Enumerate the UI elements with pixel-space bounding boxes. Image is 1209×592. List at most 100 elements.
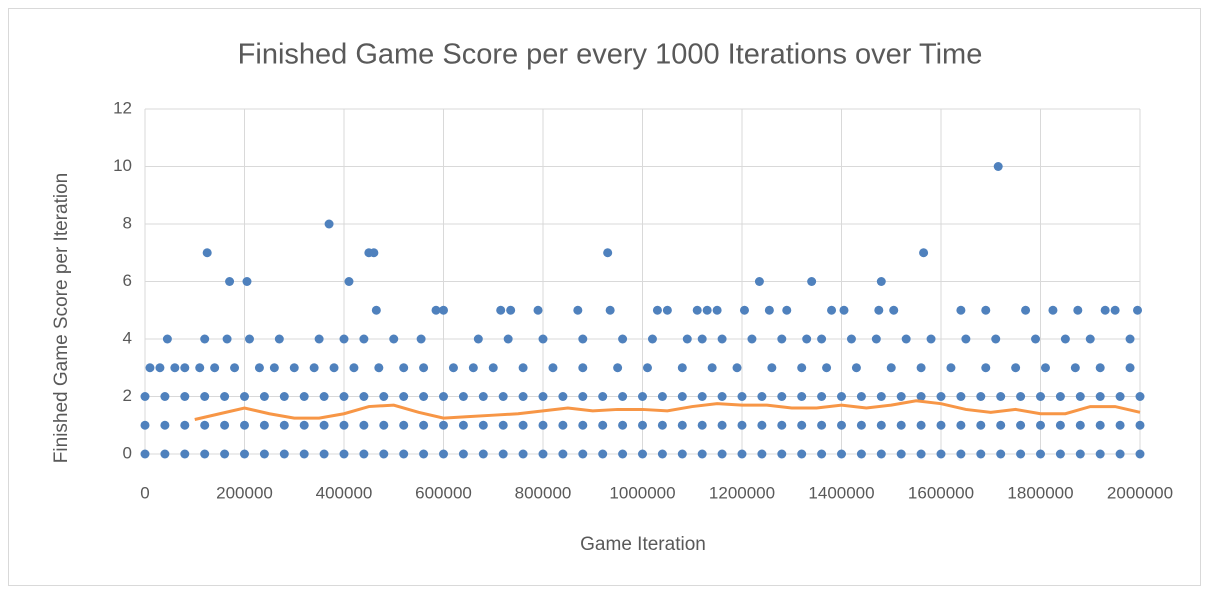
- point: [478, 392, 488, 401]
- point: [732, 363, 742, 373]
- point: [200, 420, 210, 430]
- point: [244, 334, 254, 344]
- point: [558, 449, 568, 459]
- point: [916, 363, 926, 373]
- point: [901, 334, 911, 344]
- point: [886, 363, 896, 373]
- point: [419, 420, 429, 430]
- point: [1075, 449, 1085, 459]
- point: [259, 449, 269, 459]
- point: [279, 420, 289, 430]
- point: [180, 449, 190, 459]
- chart-title: Finished Game Score per every 1000 Itera…: [238, 39, 983, 71]
- point: [777, 392, 787, 401]
- point: [657, 392, 667, 401]
- point: [439, 420, 448, 430]
- point: [1125, 334, 1135, 344]
- x-tick-label: 800000: [515, 483, 572, 502]
- point: [369, 248, 379, 258]
- point: [299, 420, 309, 430]
- point: [946, 363, 956, 373]
- point: [518, 363, 528, 373]
- point: [1115, 420, 1125, 430]
- y-axis-label: Finished Game Score per Iteration: [51, 173, 72, 463]
- point: [993, 162, 1003, 171]
- point: [289, 363, 299, 373]
- point: [329, 363, 339, 373]
- point: [1055, 420, 1065, 430]
- point: [399, 363, 409, 373]
- point: [279, 392, 289, 401]
- point: [339, 334, 349, 344]
- point: [652, 305, 662, 315]
- point: [717, 334, 727, 344]
- point: [399, 449, 409, 459]
- point: [1016, 449, 1026, 459]
- point: [767, 363, 777, 373]
- point: [856, 420, 866, 430]
- point: [160, 392, 170, 401]
- point: [956, 449, 966, 459]
- y-tick-label: 12: [113, 98, 132, 117]
- point: [737, 449, 747, 459]
- point: [518, 420, 528, 430]
- point: [399, 392, 409, 401]
- point: [324, 219, 334, 229]
- point: [846, 334, 856, 344]
- point: [712, 305, 722, 315]
- point: [677, 392, 687, 401]
- x-tick-label: 200000: [216, 483, 273, 502]
- point: [578, 449, 588, 459]
- point: [662, 305, 672, 315]
- point: [319, 392, 329, 401]
- point: [618, 334, 628, 344]
- x-tick-label: 0: [140, 483, 149, 502]
- point: [478, 420, 488, 430]
- point: [871, 334, 881, 344]
- point: [717, 420, 727, 430]
- point: [538, 334, 548, 344]
- point: [1048, 305, 1058, 315]
- point: [837, 392, 846, 401]
- x-tick-label: 1400000: [808, 483, 874, 502]
- point: [498, 449, 508, 459]
- point: [399, 420, 409, 430]
- point: [817, 392, 827, 401]
- point: [638, 392, 647, 401]
- point: [896, 392, 906, 401]
- point: [807, 277, 817, 286]
- point: [1011, 363, 1021, 373]
- y-tick-label: 8: [123, 213, 132, 232]
- point: [498, 420, 508, 430]
- point: [896, 420, 906, 430]
- point: [926, 334, 936, 344]
- point: [339, 420, 349, 430]
- point: [518, 392, 528, 401]
- point: [839, 305, 849, 315]
- point: [797, 420, 807, 430]
- point: [359, 420, 369, 430]
- point: [439, 449, 448, 459]
- point: [777, 449, 787, 459]
- point: [1133, 305, 1143, 315]
- point: [155, 363, 165, 373]
- point: [874, 305, 884, 315]
- point: [558, 392, 568, 401]
- point: [605, 305, 615, 315]
- point: [374, 363, 384, 373]
- point: [747, 334, 757, 344]
- point: [692, 305, 702, 315]
- point: [339, 392, 349, 401]
- point: [344, 277, 354, 286]
- point: [817, 449, 827, 459]
- point: [717, 449, 727, 459]
- point: [618, 392, 628, 401]
- point: [359, 449, 369, 459]
- point: [817, 420, 827, 430]
- point: [956, 305, 966, 315]
- point: [1073, 305, 1083, 315]
- point: [837, 449, 846, 459]
- point: [991, 334, 1001, 344]
- point: [1075, 420, 1085, 430]
